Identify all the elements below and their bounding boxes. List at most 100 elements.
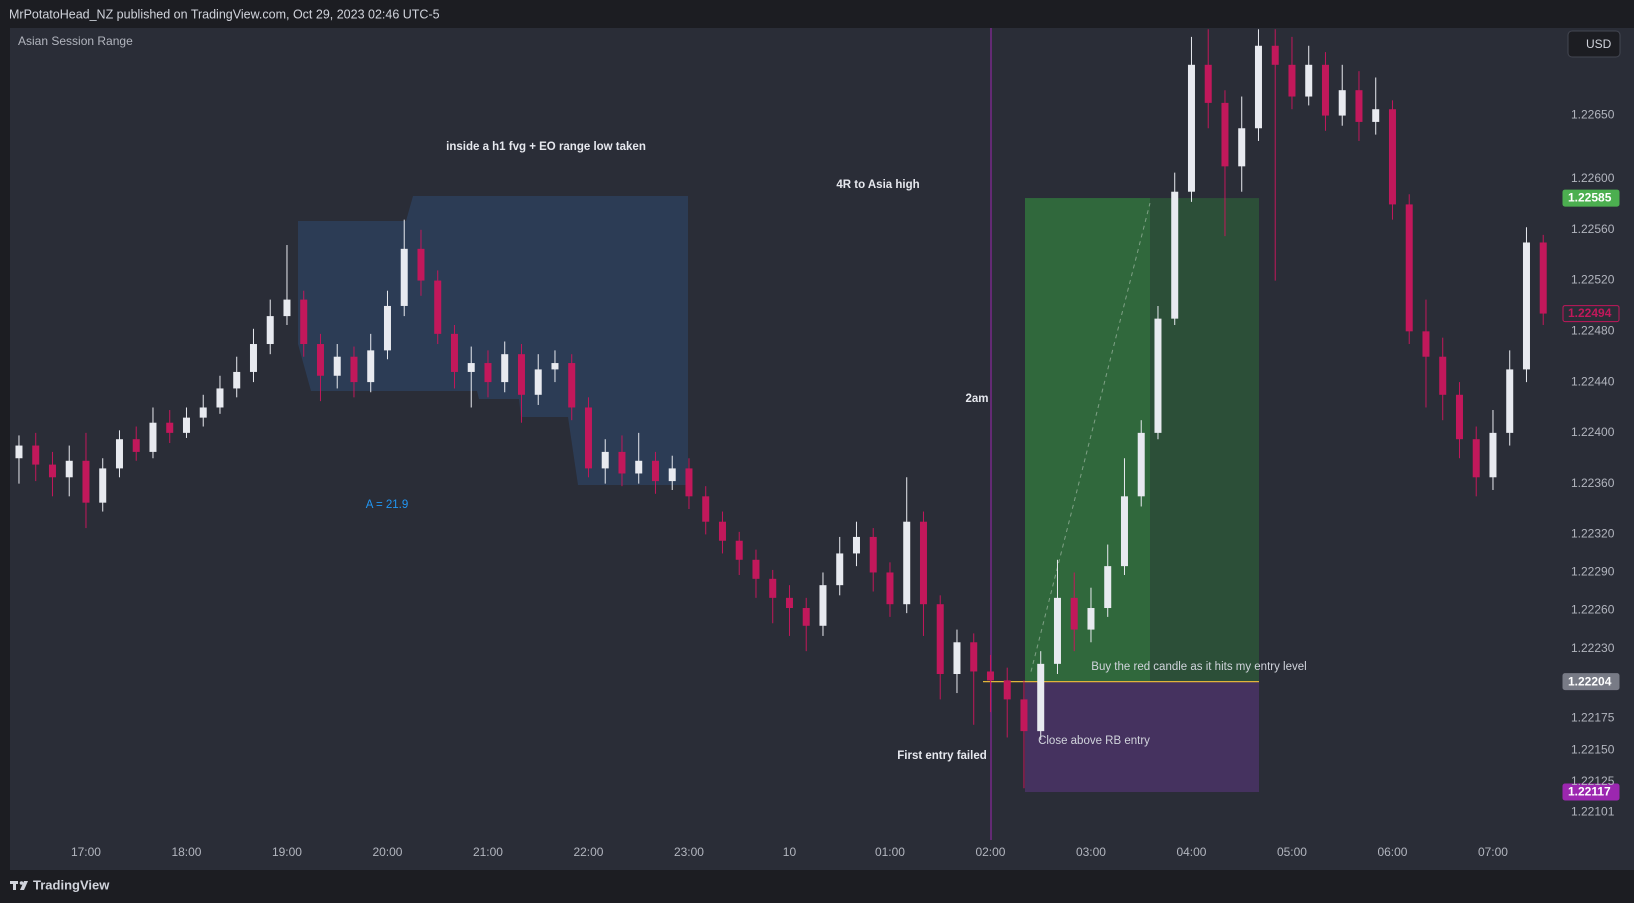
x-tick-label: 22:00 xyxy=(573,845,603,859)
candle-body xyxy=(450,333,458,372)
overlays: 1.22585 1.22494 1.22204 1.22117 xyxy=(1562,189,1620,801)
candle-body xyxy=(685,468,693,497)
candle-body xyxy=(1321,64,1329,116)
price-tag-label: 1.22494 xyxy=(1568,306,1612,320)
candle-body xyxy=(584,407,592,469)
y-tick-label: 1.22560 xyxy=(1571,222,1615,236)
trade-path xyxy=(1030,202,1151,672)
candle-body xyxy=(1455,394,1463,440)
candle-body xyxy=(1154,318,1162,433)
candle-body xyxy=(233,371,241,389)
candle-body xyxy=(82,460,90,503)
candle-body xyxy=(551,363,559,370)
candle-body xyxy=(1104,566,1112,609)
y-tick-label: 1.22150 xyxy=(1571,742,1615,756)
candle-body xyxy=(1037,663,1045,732)
candle-body xyxy=(852,536,860,554)
candle-body xyxy=(1271,45,1279,65)
candle-body xyxy=(886,572,894,605)
candle-body xyxy=(986,671,994,681)
candle-body xyxy=(1087,608,1095,630)
currency-button[interactable] xyxy=(1567,30,1621,58)
annotation: First entry failed xyxy=(897,750,986,762)
candle-body xyxy=(1338,90,1346,116)
price-tag xyxy=(1562,783,1620,801)
annotation: Close above RB entry xyxy=(1038,735,1150,747)
y-tick-label: 1.22480 xyxy=(1571,324,1615,338)
y-tick-label: 1.22230 xyxy=(1571,641,1615,655)
x-tick-label: 21:00 xyxy=(473,845,503,859)
candle-body xyxy=(417,248,425,281)
candle-body xyxy=(618,451,626,474)
candles xyxy=(15,29,1547,789)
x-tick-label: 01:00 xyxy=(875,845,905,859)
candle-body xyxy=(216,388,224,408)
candle-body xyxy=(601,451,609,469)
y-tick-label: 1.22101 xyxy=(1571,805,1615,819)
candle-body xyxy=(1288,64,1296,97)
candle-body xyxy=(1405,204,1413,332)
candle-body xyxy=(32,445,40,465)
candle-body xyxy=(819,585,827,626)
candle-body xyxy=(1003,680,1011,700)
candle-body xyxy=(936,604,944,675)
x-tick-label: 03:00 xyxy=(1076,845,1106,859)
x-tick-label: 17:00 xyxy=(71,845,101,859)
x-tick-label: 05:00 xyxy=(1277,845,1307,859)
candle-body xyxy=(333,356,341,376)
candle-body xyxy=(1539,242,1547,314)
candle-body xyxy=(668,468,676,482)
candle-body xyxy=(970,642,978,672)
candle-body xyxy=(903,521,911,605)
y-tick-label: 1.22360 xyxy=(1571,476,1615,490)
candle-body xyxy=(1171,191,1179,319)
x-tick-label: 07:00 xyxy=(1478,845,1508,859)
currency-label[interactable]: USD xyxy=(1586,37,1612,51)
stop-zone xyxy=(1025,681,1259,793)
candle-body xyxy=(869,536,877,573)
candle-body xyxy=(182,417,190,433)
candle-body xyxy=(400,248,408,306)
candle-body xyxy=(501,354,509,383)
candle-body xyxy=(99,468,107,503)
y-tick-label: 1.22260 xyxy=(1571,603,1615,617)
indicator-title: Asian Session Range xyxy=(18,34,133,48)
candle-body xyxy=(1020,699,1028,732)
candle-body xyxy=(735,540,743,560)
annotation: A = 21.9 xyxy=(366,499,409,511)
y-tick-label: 1.22125 xyxy=(1571,774,1615,788)
candle-body xyxy=(1120,496,1128,567)
candle-body xyxy=(1070,597,1078,630)
target-zone-filled xyxy=(1025,198,1150,682)
brand: TradingView xyxy=(33,877,110,892)
x-tick-label: 10 xyxy=(783,845,797,859)
candle-body xyxy=(1489,432,1497,478)
annotation: 2am xyxy=(965,393,988,405)
candle-body xyxy=(1187,64,1195,192)
chart-panel xyxy=(10,28,1634,870)
candle-body xyxy=(316,344,324,376)
brand-logo xyxy=(10,881,28,890)
price-tag-label: 1.22117 xyxy=(1568,785,1611,799)
candle-body xyxy=(802,608,810,626)
candle-body xyxy=(1439,356,1447,395)
annotation: Buy the red candle as it hits my entry l… xyxy=(1091,661,1306,673)
candle-body xyxy=(15,445,23,459)
x-tick-label: 23:00 xyxy=(674,845,704,859)
x-tick-label: 06:00 xyxy=(1377,845,1407,859)
candle-body xyxy=(132,439,140,452)
x-tick-label: 19:00 xyxy=(272,845,302,859)
candle-body xyxy=(1472,439,1480,478)
price-tag xyxy=(1562,305,1620,323)
price-tag-label: 1.22204 xyxy=(1568,674,1612,688)
candle-body xyxy=(1388,109,1396,205)
y-tick-label: 1.22290 xyxy=(1571,565,1615,579)
candle-body xyxy=(1254,45,1262,129)
price-tag xyxy=(1562,673,1620,691)
candle-body xyxy=(65,460,73,478)
candle-body xyxy=(1305,64,1313,97)
candle-body xyxy=(1221,102,1229,167)
x-tick-label: 02:00 xyxy=(975,845,1005,859)
candle-body xyxy=(266,316,274,345)
